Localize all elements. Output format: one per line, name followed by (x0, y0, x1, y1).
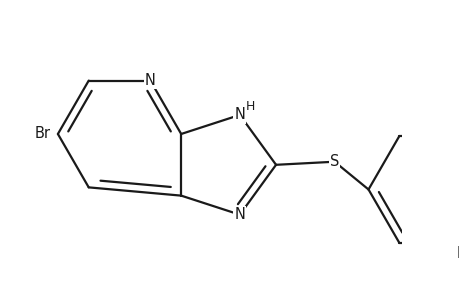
Text: N: N (145, 73, 156, 88)
Text: H: H (246, 100, 255, 113)
Text: N: N (234, 207, 245, 222)
Text: N: N (234, 107, 245, 122)
Text: S: S (329, 154, 339, 169)
Text: F: F (456, 246, 459, 261)
Text: Br: Br (34, 127, 50, 142)
